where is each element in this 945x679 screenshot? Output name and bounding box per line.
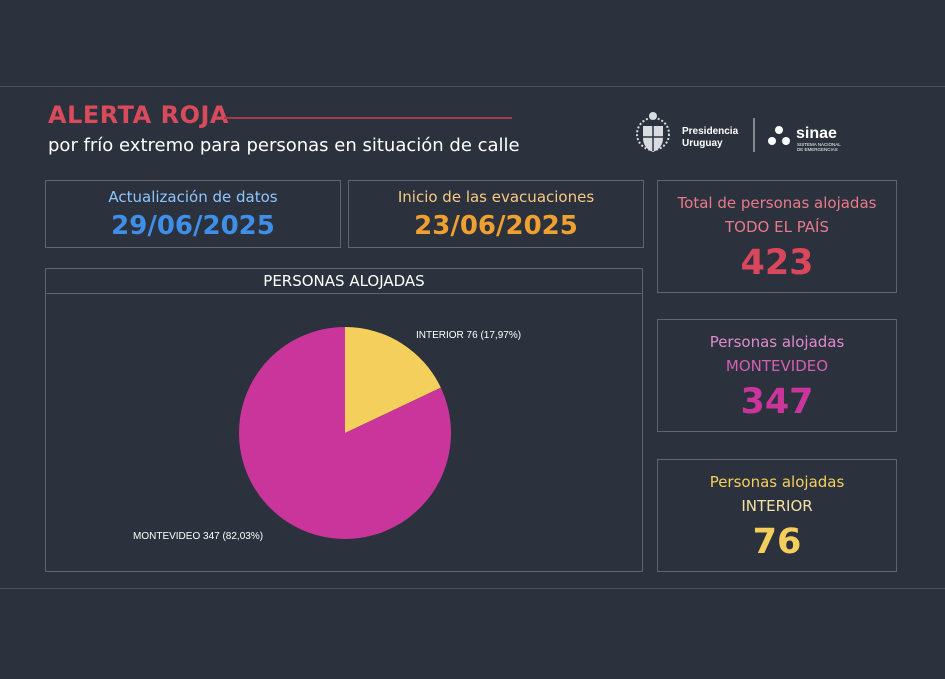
sinae-tagline-1: SISTEMA NACIONAL xyxy=(797,142,841,147)
kpi-montevideo-value: 347 xyxy=(740,382,814,422)
evacuation-start-label: Inicio de las evacuaciones xyxy=(397,188,595,206)
logos: Presidencia Uruguay sinae SISTEMA NACION… xyxy=(636,112,841,152)
evacuation-start-value: 23/06/2025 xyxy=(414,211,578,241)
kpi-total-value: 423 xyxy=(740,243,814,283)
page-title: ALERTA ROJA xyxy=(48,101,229,129)
pie-chart-panel: INTERIOR 76 (17,97%) MONTEVIDEO 347 (82,0… xyxy=(45,293,643,572)
evacuation-start-card: Inicio de las evacuaciones 23/06/2025 xyxy=(348,180,644,248)
bottom-divider xyxy=(0,588,945,589)
title-rule xyxy=(224,117,512,119)
pie-label-montevideo: MONTEVIDEO 347 (82,03%) xyxy=(133,531,263,542)
kpi-montevideo-label: Personas alojadas xyxy=(709,333,845,351)
uruguay-text: Uruguay xyxy=(682,138,723,149)
kpi-total-sub: TODO EL PAÍS xyxy=(725,218,829,236)
kpi-interior-sub: INTERIOR xyxy=(741,497,813,515)
uruguay-coat-of-arms-icon xyxy=(636,112,670,152)
pie-chart: INTERIOR 76 (17,97%) MONTEVIDEO 347 (82,0… xyxy=(133,327,521,542)
update-date-label: Actualización de datos xyxy=(108,188,278,206)
kpi-total-label: Total de personas alojadas xyxy=(677,194,877,212)
chart-title: PERSONAS ALOJADAS xyxy=(45,268,643,294)
kpi-total-card: Total de personas alojadas TODO EL PAÍS … xyxy=(657,180,897,293)
presidencia-text: Presidencia xyxy=(682,126,739,137)
kpi-interior-card: Personas alojadas INTERIOR 76 xyxy=(657,459,897,572)
kpi-montevideo-sub: MONTEVIDEO xyxy=(725,357,829,375)
pie-slice-montevideo[interactable] xyxy=(239,327,451,539)
update-date-card: Actualización de datos 29/06/2025 xyxy=(45,180,341,248)
kpi-interior-label: Personas alojadas xyxy=(709,473,845,491)
pie-label-interior: INTERIOR 76 (17,97%) xyxy=(416,330,521,341)
page-subtitle: por frío extremo para personas en situac… xyxy=(48,135,520,156)
kpi-montevideo-card: Personas alojadas MONTEVIDEO 347 xyxy=(657,319,897,432)
pie-slice-interior[interactable] xyxy=(345,327,441,433)
top-divider xyxy=(0,86,945,87)
kpi-interior-value: 76 xyxy=(752,522,802,562)
sinae-tagline-2: DE EMERGENCIAS xyxy=(797,147,838,152)
update-date-value: 29/06/2025 xyxy=(111,211,275,241)
sinae-icon xyxy=(768,126,790,145)
sinae-text: sinae xyxy=(796,125,837,142)
